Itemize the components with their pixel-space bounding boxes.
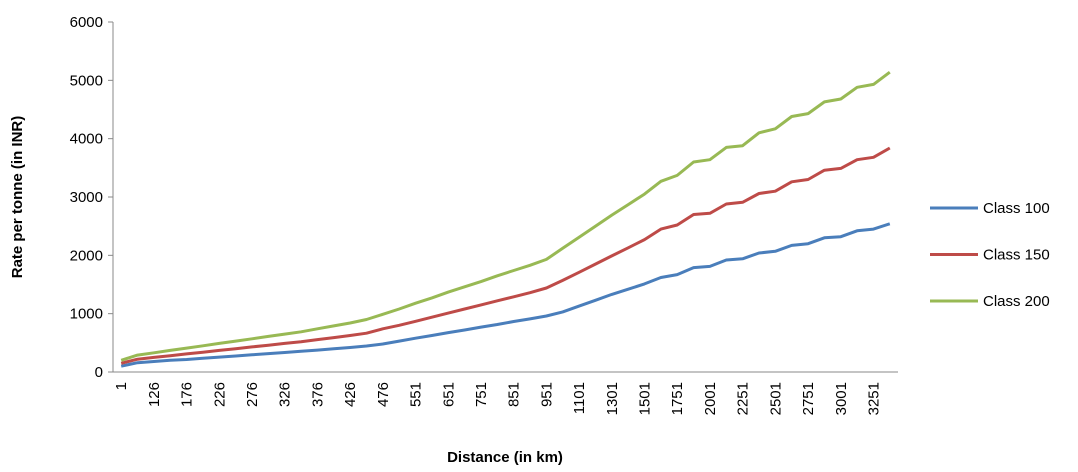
y-tick-label: 4000 — [70, 131, 103, 148]
x-tick-label: 426 — [342, 382, 359, 407]
x-tick-label: 326 — [277, 382, 294, 407]
x-tick-label: 1101 — [571, 382, 588, 414]
x-tick-label: 2751 — [800, 382, 817, 415]
legend-label: Class 150 — [983, 247, 1050, 264]
x-tick-label: 3251 — [865, 382, 882, 415]
x-tick-label: 851 — [506, 382, 523, 407]
x-tick-label: 3001 — [833, 382, 850, 415]
x-tick-label: 951 — [538, 382, 555, 407]
x-tick-label: 1501 — [637, 382, 654, 415]
y-tick-label: 6000 — [70, 14, 103, 31]
y-tick-label: 3000 — [70, 189, 103, 206]
series-line — [120, 146, 891, 365]
x-tick-label: 751 — [473, 382, 490, 407]
x-tick-label: 1301 — [604, 382, 621, 415]
x-tick-label: 1 — [113, 382, 130, 390]
series-line — [120, 222, 891, 368]
y-tick-label: 0 — [95, 364, 103, 381]
legend-label: Class 100 — [983, 200, 1050, 217]
series-line — [120, 70, 891, 362]
y-tick-label: 1000 — [70, 306, 103, 323]
x-tick-label: 126 — [146, 382, 163, 407]
legend-label: Class 200 — [983, 293, 1050, 310]
x-axis-title: Distance (in km) — [447, 449, 563, 466]
x-tick-label: 276 — [244, 382, 261, 407]
x-tick-label: 1751 — [669, 382, 686, 415]
x-tick-label: 2501 — [767, 382, 784, 415]
x-tick-label: 2001 — [702, 382, 719, 415]
y-tick-label: 5000 — [70, 72, 103, 89]
x-tick-label: 476 — [375, 382, 392, 407]
x-tick-label: 376 — [309, 382, 326, 407]
y-tick-label: 2000 — [70, 247, 103, 264]
x-tick-label: 176 — [179, 382, 196, 407]
x-tick-label: 226 — [211, 382, 228, 407]
x-tick-label: 2251 — [735, 382, 752, 415]
y-axis-title: Rate per tonne (in INR) — [9, 116, 26, 279]
x-tick-label: 551 — [408, 382, 425, 407]
x-tick-label: 651 — [440, 382, 457, 407]
